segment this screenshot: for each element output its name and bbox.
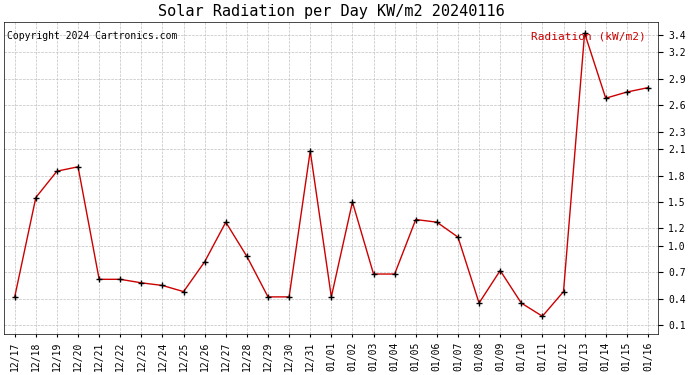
Radiation (kW/m2) — [348, 200, 357, 204]
Radiation (kW/m2) — [517, 301, 525, 305]
Radiation (kW/m2) — [74, 165, 82, 169]
Radiation (kW/m2) — [221, 220, 230, 224]
Radiation (kW/m2) — [560, 290, 568, 294]
Title: Solar Radiation per Day KW/m2 20240116: Solar Radiation per Day KW/m2 20240116 — [158, 4, 504, 19]
Radiation (kW/m2) — [285, 295, 293, 299]
Radiation (kW/m2) — [137, 280, 146, 285]
Radiation (kW/m2) — [10, 295, 19, 299]
Radiation (kW/m2) — [53, 169, 61, 173]
Radiation (kW/m2) — [306, 149, 315, 153]
Radiation (kW/m2) — [179, 290, 188, 294]
Radiation (kW/m2) — [496, 268, 504, 273]
Radiation (kW/m2) — [32, 195, 40, 200]
Radiation (kW/m2) — [158, 283, 166, 288]
Radiation (kW/m2) — [580, 31, 589, 35]
Radiation (kW/m2) — [538, 314, 546, 318]
Radiation (kW/m2) — [602, 96, 610, 100]
Radiation (kW/m2) — [644, 86, 652, 90]
Text: Radiation (kW/m2): Radiation (kW/m2) — [531, 31, 645, 41]
Text: Copyright 2024 Cartronics.com: Copyright 2024 Cartronics.com — [8, 31, 178, 41]
Radiation (kW/m2) — [391, 272, 399, 276]
Radiation (kW/m2) — [95, 277, 104, 282]
Line: Radiation (kW/m2): Radiation (kW/m2) — [11, 30, 651, 320]
Radiation (kW/m2) — [243, 254, 251, 259]
Radiation (kW/m2) — [116, 277, 124, 282]
Radiation (kW/m2) — [433, 220, 441, 224]
Radiation (kW/m2) — [475, 301, 483, 305]
Radiation (kW/m2) — [622, 90, 631, 94]
Radiation (kW/m2) — [369, 272, 377, 276]
Radiation (kW/m2) — [201, 260, 209, 264]
Radiation (kW/m2) — [327, 295, 335, 299]
Radiation (kW/m2) — [264, 295, 272, 299]
Radiation (kW/m2) — [412, 217, 420, 222]
Radiation (kW/m2) — [454, 235, 462, 239]
